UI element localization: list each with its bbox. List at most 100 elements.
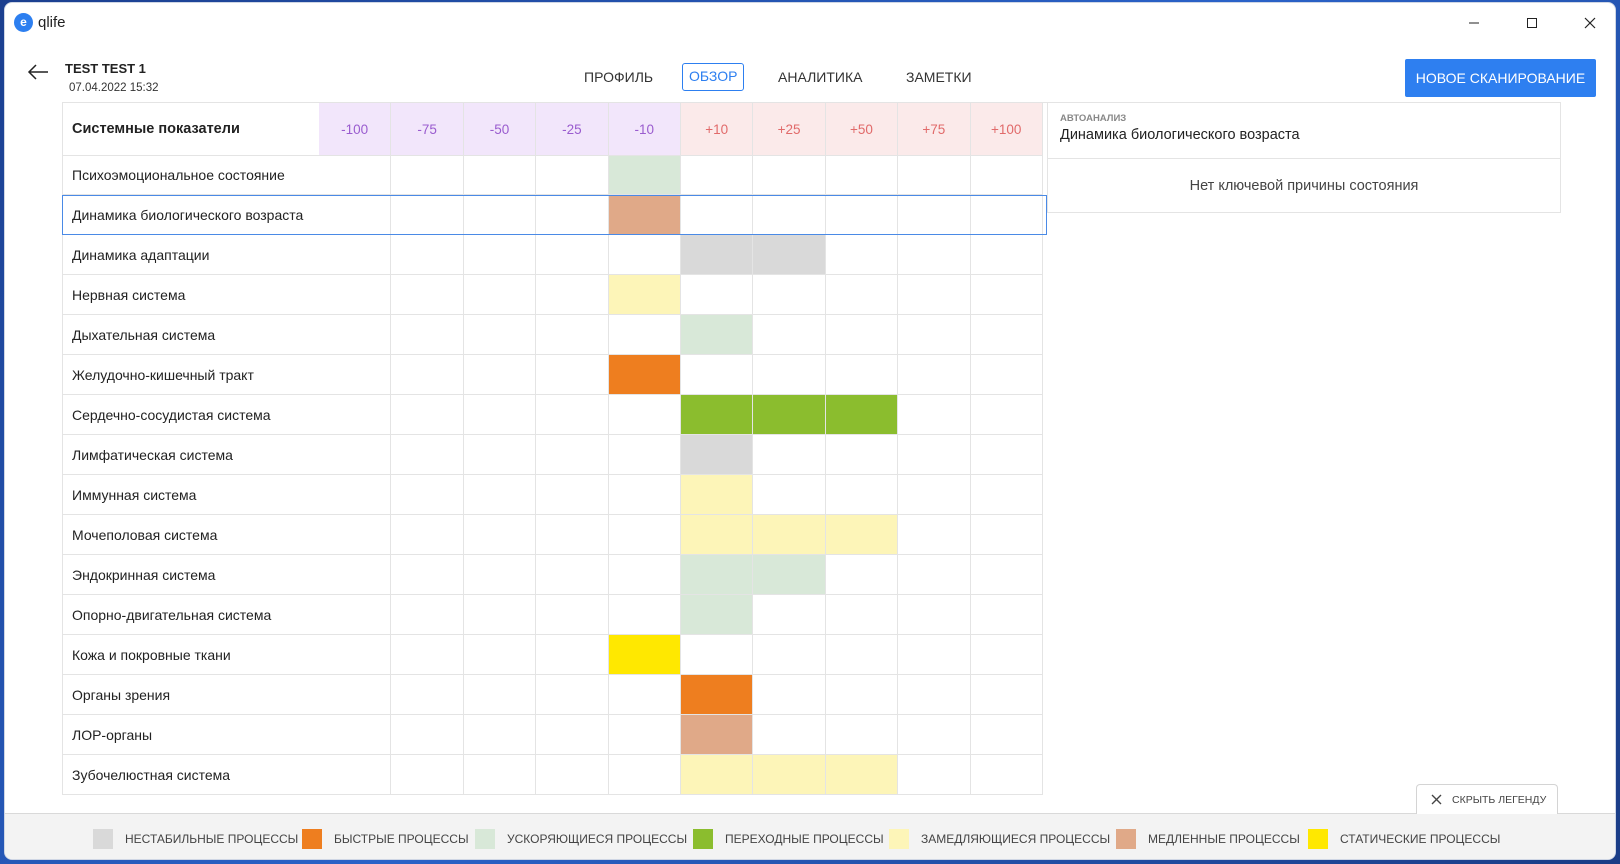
grid-cell[interactable]: [825, 635, 899, 675]
grid-cell[interactable]: [825, 395, 899, 435]
grid-cell[interactable]: [463, 395, 537, 435]
new-scan-button[interactable]: НОВОЕ СКАНИРОВАНИЕ: [1405, 59, 1596, 97]
grid-cell[interactable]: [898, 395, 971, 435]
grid-cell[interactable]: [391, 515, 464, 555]
grid-cell[interactable]: [319, 675, 392, 715]
grid-cell[interactable]: [319, 435, 392, 475]
grid-cell[interactable]: [319, 755, 392, 795]
grid-cell[interactable]: [898, 595, 971, 635]
grid-cell[interactable]: [753, 395, 826, 435]
grid-cell[interactable]: [391, 715, 464, 755]
grid-cell[interactable]: [898, 315, 971, 355]
grid-cell[interactable]: [970, 515, 1043, 555]
grid-cell[interactable]: [825, 235, 899, 275]
grid-cell[interactable]: [319, 235, 392, 275]
grid-cell[interactable]: [680, 555, 754, 595]
grid-cell[interactable]: [970, 635, 1043, 675]
back-button[interactable]: [23, 59, 53, 85]
grid-cell[interactable]: [319, 275, 392, 315]
grid-cell[interactable]: [463, 715, 537, 755]
grid-cell[interactable]: [536, 355, 609, 395]
grid-cell[interactable]: [753, 635, 826, 675]
grid-cell[interactable]: [970, 355, 1043, 395]
grid-cell[interactable]: [898, 235, 971, 275]
grid-cell[interactable]: [825, 275, 899, 315]
grid-cell[interactable]: [463, 555, 537, 595]
grid-cell[interactable]: [463, 275, 537, 315]
grid-cell[interactable]: [825, 555, 899, 595]
table-row[interactable]: Сердечно-сосудистая система: [62, 395, 1047, 435]
grid-cell[interactable]: [391, 235, 464, 275]
grid-cell[interactable]: [391, 595, 464, 635]
grid-cell[interactable]: [391, 435, 464, 475]
grid-cell[interactable]: [536, 275, 609, 315]
grid-cell[interactable]: [825, 515, 899, 555]
table-row[interactable]: Лимфатическая система: [62, 435, 1047, 475]
table-row[interactable]: ЛОР-органы: [62, 715, 1047, 755]
grid-cell[interactable]: [463, 195, 537, 235]
grid-cell[interactable]: [680, 156, 754, 195]
grid-cell[interactable]: [753, 555, 826, 595]
grid-cell[interactable]: [463, 515, 537, 555]
grid-cell[interactable]: [680, 395, 754, 435]
maximize-button[interactable]: [1503, 3, 1561, 43]
grid-cell[interactable]: [536, 755, 609, 795]
grid-cell[interactable]: [463, 235, 537, 275]
grid-cell[interactable]: [391, 635, 464, 675]
grid-cell[interactable]: [970, 435, 1043, 475]
grid-cell[interactable]: [536, 435, 609, 475]
table-row[interactable]: Опорно-двигательная система: [62, 595, 1047, 635]
grid-cell[interactable]: [536, 475, 609, 515]
grid-cell[interactable]: [753, 195, 826, 235]
grid-cell[interactable]: [319, 475, 392, 515]
grid-cell[interactable]: [463, 675, 537, 715]
grid-cell[interactable]: [608, 315, 681, 355]
grid-cell[interactable]: [680, 715, 754, 755]
grid-cell[interactable]: [463, 156, 537, 195]
grid-cell[interactable]: [319, 555, 392, 595]
grid-cell[interactable]: [319, 595, 392, 635]
grid-cell[interactable]: [898, 475, 971, 515]
grid-cell[interactable]: [536, 675, 609, 715]
grid-cell[interactable]: [753, 275, 826, 315]
grid-cell[interactable]: [391, 195, 464, 235]
grid-cell[interactable]: [898, 635, 971, 675]
grid-cell[interactable]: [463, 595, 537, 635]
grid-cell[interactable]: [825, 715, 899, 755]
grid-cell[interactable]: [536, 395, 609, 435]
grid-cell[interactable]: [898, 715, 971, 755]
grid-cell[interactable]: [319, 315, 392, 355]
grid-cell[interactable]: [680, 595, 754, 635]
grid-cell[interactable]: [608, 435, 681, 475]
grid-cell[interactable]: [391, 675, 464, 715]
grid-cell[interactable]: [608, 475, 681, 515]
table-row[interactable]: Кожа и покровные ткани: [62, 635, 1047, 675]
grid-cell[interactable]: [753, 515, 826, 555]
grid-cell[interactable]: [898, 555, 971, 595]
table-row[interactable]: Желудочно-кишечный тракт: [62, 355, 1047, 395]
grid-cell[interactable]: [970, 475, 1043, 515]
grid-cell[interactable]: [391, 156, 464, 195]
grid-cell[interactable]: [536, 555, 609, 595]
grid-cell[interactable]: [970, 156, 1043, 195]
grid-cell[interactable]: [319, 195, 392, 235]
grid-cell[interactable]: [391, 275, 464, 315]
table-row[interactable]: Иммунная система: [62, 475, 1047, 515]
close-window-button[interactable]: [1561, 3, 1615, 43]
grid-cell[interactable]: [463, 435, 537, 475]
tab-overview[interactable]: ОБЗОР: [682, 63, 745, 91]
table-row[interactable]: Динамика адаптации: [62, 235, 1047, 275]
grid-cell[interactable]: [825, 435, 899, 475]
table-row[interactable]: Нервная система: [62, 275, 1047, 315]
grid-cell[interactable]: [825, 195, 899, 235]
grid-cell[interactable]: [680, 315, 754, 355]
grid-cell[interactable]: [391, 395, 464, 435]
minimize-button[interactable]: [1445, 3, 1503, 43]
grid-cell[interactable]: [536, 195, 609, 235]
grid-cell[interactable]: [463, 355, 537, 395]
grid-cell[interactable]: [898, 355, 971, 395]
grid-cell[interactable]: [970, 675, 1043, 715]
grid-cell[interactable]: [825, 595, 899, 635]
table-row[interactable]: Динамика биологического возраста: [62, 195, 1047, 235]
grid-cell[interactable]: [898, 755, 971, 795]
